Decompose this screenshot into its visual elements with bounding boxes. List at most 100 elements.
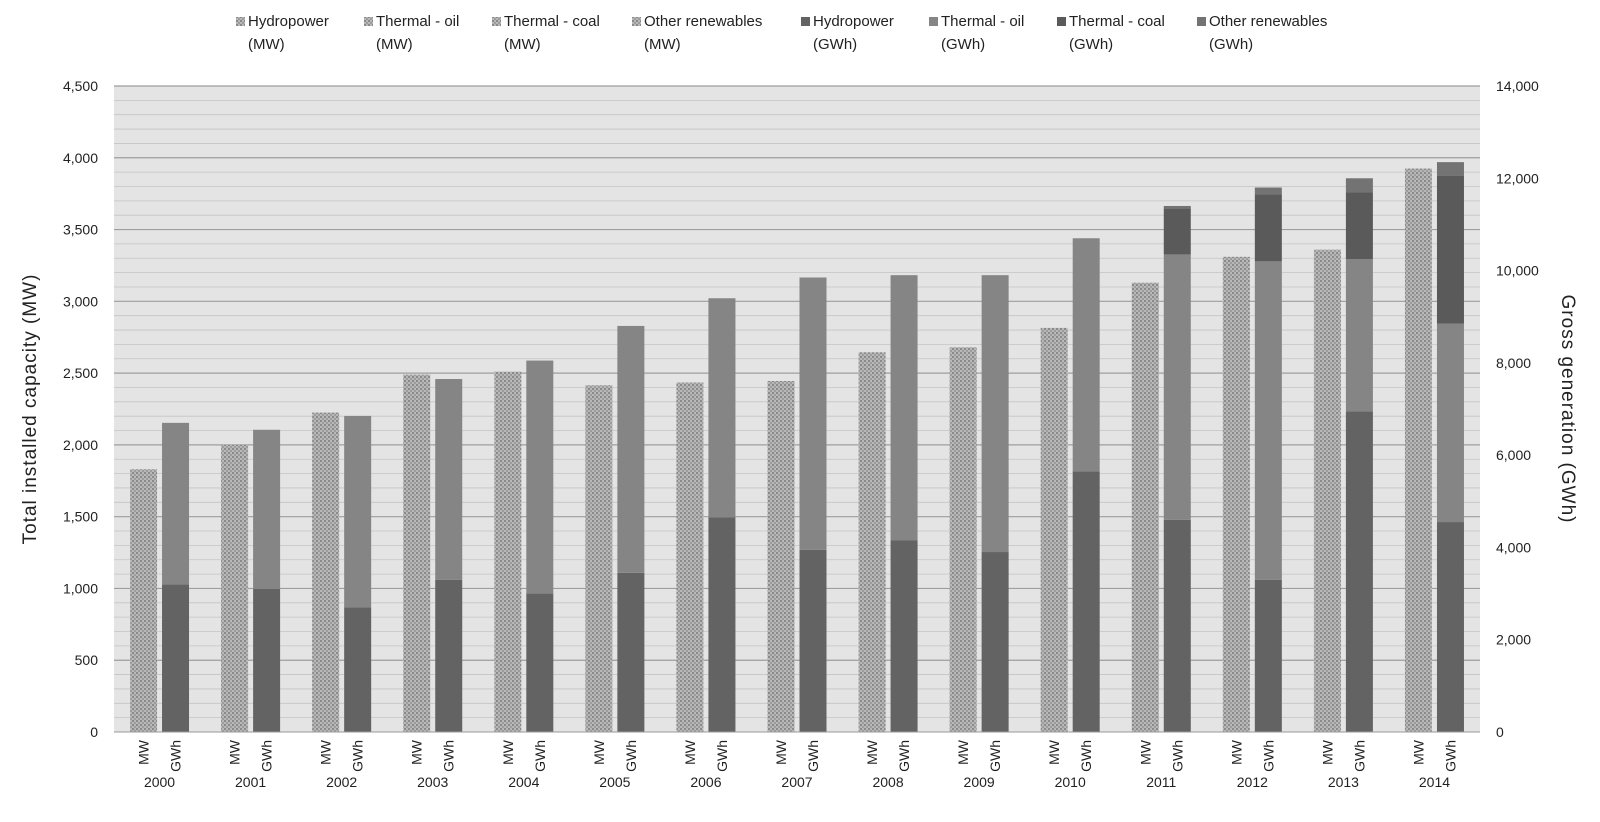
bar-sublabel: GWh [350, 740, 366, 772]
y-right-axis-title: Gross generation (GWh) [1557, 295, 1578, 524]
y-right-tick-label: 12,000 [1496, 170, 1539, 186]
left-axis-ticks: 0 500 1,000 1,500 2,000 2,500 3,000 3,500 4,000 4… [63, 78, 98, 740]
category-label: 2013 [1328, 774, 1359, 790]
y-right-tick-label: 10,000 [1496, 263, 1539, 279]
bar-gwh-segment [162, 584, 190, 732]
bar-sublabel: GWh [168, 740, 184, 772]
legend-label: Thermal - coal [504, 13, 600, 30]
category-label: 2001 [235, 774, 266, 790]
bar-gwh-segment [435, 379, 463, 580]
category-label: 2006 [690, 774, 721, 790]
bar-sublabel: MW [682, 739, 698, 765]
bar-gwh-segment [1163, 205, 1191, 209]
bar-sublabel: MW [1137, 739, 1153, 765]
bar-sublabel: GWh [896, 740, 912, 772]
y-right-tick-label: 0 [1496, 724, 1504, 740]
bar-mw-segment [858, 352, 886, 732]
category-label: 2003 [417, 774, 448, 790]
category-label: 2000 [144, 774, 175, 790]
bar-sublabel: GWh [1169, 740, 1185, 772]
bar-gwh-segment [799, 277, 827, 550]
y-left-tick-label: 1,000 [63, 580, 98, 596]
bar-mw-segment [767, 381, 795, 732]
bar-gwh-segment [253, 588, 281, 732]
y-left-tick-label: 2,000 [63, 437, 98, 453]
bar-gwh-segment [1254, 579, 1282, 732]
category-label: 2002 [326, 774, 357, 790]
bar-sublabel: GWh [623, 740, 639, 772]
bar-sublabel: MW [955, 739, 971, 765]
bar-mw-segment [585, 385, 613, 732]
category-label: 2009 [964, 774, 995, 790]
bar-gwh-segment [1072, 471, 1100, 732]
legend-label: Thermal - coal [1069, 13, 1165, 30]
bar-gwh-segment [1436, 162, 1464, 176]
bar-sublabel: GWh [1442, 740, 1458, 772]
bar-gwh-segment [1254, 194, 1282, 262]
bar-gwh-segment [1345, 192, 1373, 260]
bar-gwh-segment [344, 415, 372, 608]
bar-sublabel: MW [773, 739, 789, 765]
legend-label: Thermal - oil [376, 13, 459, 30]
category-label: 2008 [872, 774, 903, 790]
bar-mw-segment [1313, 249, 1341, 733]
legend-swatch [1057, 17, 1066, 26]
bar-gwh-segment [1436, 175, 1464, 324]
bar-sublabel: MW [136, 739, 152, 765]
plot-area [114, 86, 1480, 732]
bar-mw-segment [676, 382, 704, 732]
bar-gwh-segment [162, 422, 190, 585]
legend-swatch [364, 17, 373, 26]
legend-label: Hydropower [248, 13, 329, 30]
bar-sublabel: GWh [259, 740, 275, 772]
legend-label: Other renewables [1209, 13, 1327, 30]
bar-mw-segment [403, 374, 431, 732]
legend-label-unit: (GWh) [1209, 36, 1253, 53]
bar-sublabel: GWh [532, 740, 548, 772]
category-label: 2004 [508, 774, 539, 790]
y-right-tick-label: 2,000 [1496, 632, 1531, 648]
legend-label-unit: (GWh) [813, 36, 857, 53]
category-label: 2011 [1146, 774, 1176, 790]
y-left-tick-label: 1,500 [63, 509, 98, 525]
bar-mw-segment [221, 444, 249, 732]
bar-sublabel: MW [500, 739, 516, 765]
y-left-tick-label: 3,000 [63, 293, 98, 309]
bar-gwh-segment [799, 549, 827, 732]
bar-sublabel: GWh [987, 740, 1003, 772]
bar-sublabel: MW [591, 739, 607, 765]
bar-sublabel: GWh [1260, 740, 1276, 772]
legend-swatch [1197, 17, 1206, 26]
legend-swatch [632, 17, 641, 26]
legend-swatch [236, 17, 245, 26]
bar-sublabel: GWh [441, 740, 457, 772]
category-label: 2014 [1419, 774, 1450, 790]
bar-gwh-segment [1345, 259, 1373, 412]
legend-label: Other renewables [644, 13, 762, 30]
bar-sublabel: MW [318, 739, 334, 765]
bar-sublabel: GWh [714, 740, 730, 772]
bar-gwh-segment [1436, 323, 1464, 523]
bar-gwh-segment [1345, 411, 1373, 732]
y-left-tick-label: 4,500 [63, 78, 98, 94]
bar-gwh-segment [1163, 519, 1191, 732]
bar-sublabel: GWh [1078, 740, 1094, 772]
legend-label-unit: (GWh) [941, 36, 985, 53]
bar-gwh-segment [890, 275, 918, 541]
legend-swatch [492, 17, 501, 26]
bar-sublabel: MW [227, 739, 243, 765]
bars [130, 162, 1464, 733]
bar-mw-segment [494, 371, 522, 732]
bar-gwh-segment [526, 360, 554, 594]
bar-mw-segment [1040, 327, 1068, 732]
legend: Hydropower (MW) Thermal - oil (MW) Thermal -… [236, 13, 1327, 53]
y-left-tick-label: 4,000 [63, 150, 98, 166]
bar-mw-segment [1404, 168, 1432, 733]
bar-sublabel: MW [1319, 739, 1335, 765]
legend-swatch [929, 17, 938, 26]
bar-gwh-segment [1345, 178, 1373, 193]
bar-gwh-segment [617, 325, 645, 573]
y-left-tick-label: 3,500 [63, 222, 98, 238]
bar-sublabel: MW [1046, 739, 1062, 765]
